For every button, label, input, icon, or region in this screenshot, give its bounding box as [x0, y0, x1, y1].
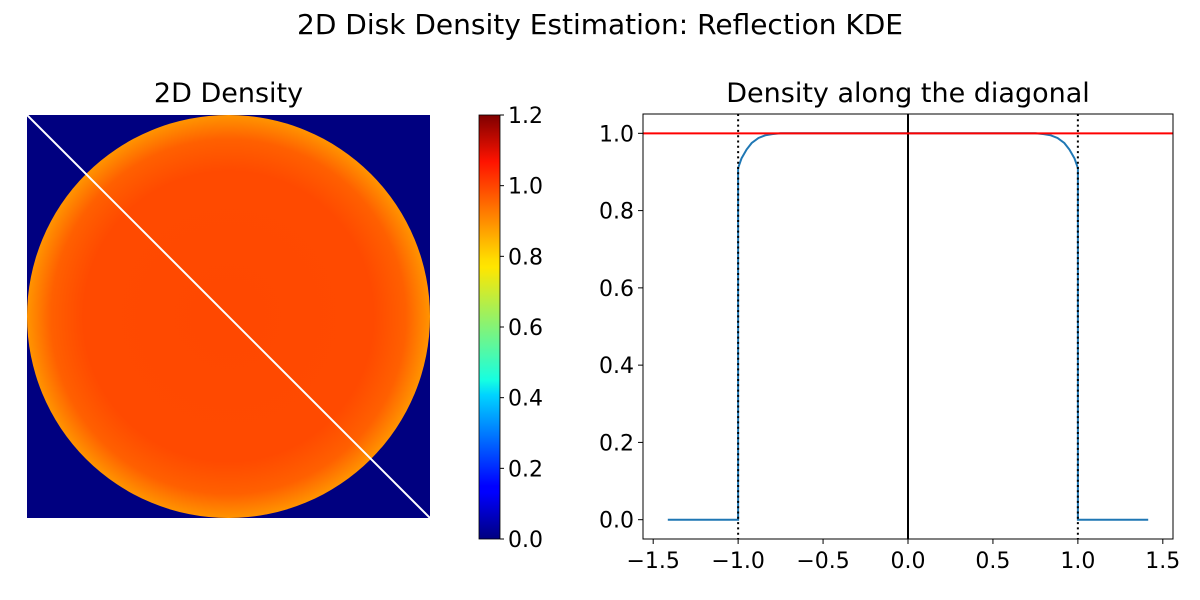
- colorbar: 0.0 0.2 0.4 0.6 0.8 1.0 1.2: [478, 104, 543, 553]
- colorbar-tick-label: 1.2: [508, 104, 543, 129]
- colorbar-gradient: [478, 114, 501, 540]
- heatmap-title: 2D Density: [153, 78, 304, 109]
- y-tick-label: 0.6: [599, 277, 634, 302]
- heatmap: [27, 115, 430, 518]
- figure-title: 2D Disk Density Estimation: Reflection K…: [297, 8, 903, 41]
- y-tick-label: 0.2: [599, 431, 634, 456]
- x-tick-label: 0.0: [891, 549, 926, 574]
- x-tick-label: −0.5: [796, 549, 849, 574]
- y-tick-label: 0.8: [599, 200, 634, 225]
- colorbar-tick-label: 0.4: [508, 387, 543, 412]
- colorbar-tick-label: 0.2: [508, 457, 543, 482]
- x-tick-label: −1.0: [711, 549, 764, 574]
- line-chart-title: Density along the diagonal: [726, 78, 1090, 109]
- colorbar-tick-label: 0.0: [508, 528, 543, 553]
- colorbar-tick-label: 1.0: [508, 175, 543, 200]
- colorbar-tick-label: 0.6: [508, 316, 543, 341]
- x-tick-label: 1.5: [1145, 549, 1180, 574]
- colorbar-tick-label: 0.8: [508, 245, 543, 270]
- x-tick-label: 0.5: [975, 549, 1010, 574]
- diagonal-line: [27, 115, 430, 518]
- y-tick-label: 0.0: [599, 509, 634, 534]
- x-tick-label: 1.0: [1060, 549, 1095, 574]
- y-tick-label: 1.0: [599, 122, 634, 147]
- y-tick-label: 0.4: [599, 354, 634, 379]
- x-tick-label: −1.5: [626, 549, 679, 574]
- line-chart: −1.5 −1.0 −0.5 0.0 0.5 1.0 1.5 0.0 0.2 0.4 0.6 0.8…: [599, 113, 1180, 574]
